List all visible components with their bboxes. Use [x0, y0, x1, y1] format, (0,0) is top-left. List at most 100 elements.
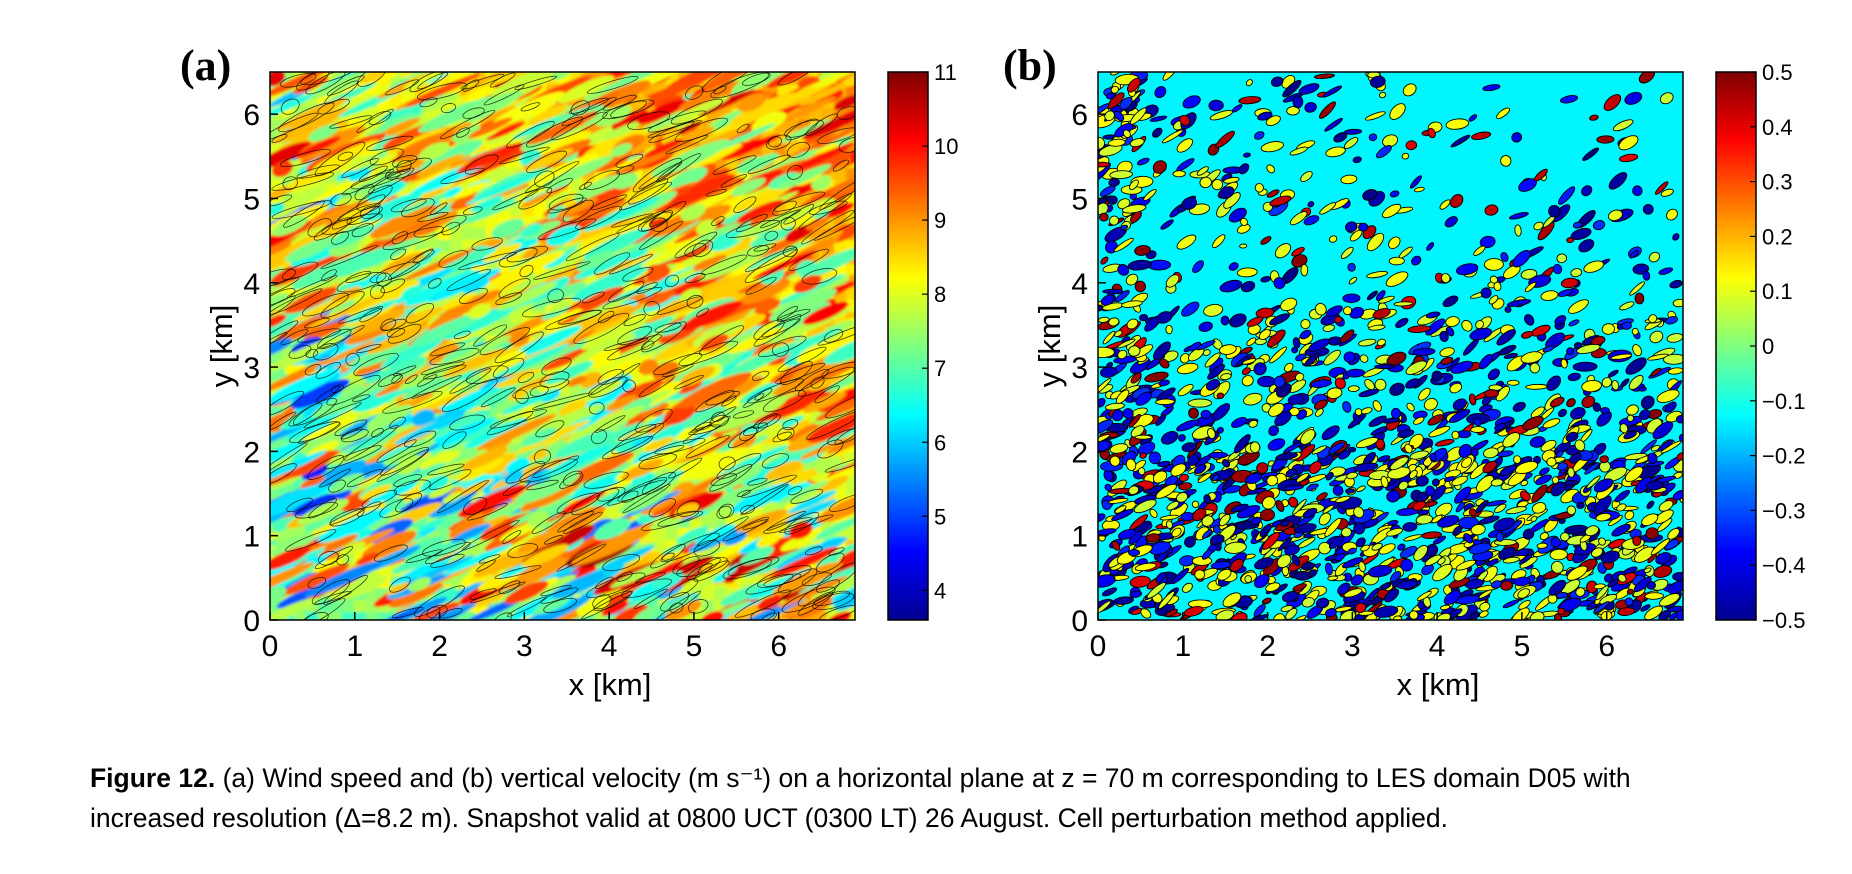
streak [651, 571, 684, 588]
velocity-patch [1572, 361, 1598, 372]
contour-line [344, 424, 399, 461]
streak [380, 338, 443, 369]
contour-line [357, 72, 387, 87]
streak [270, 562, 315, 600]
streak [815, 394, 855, 421]
contour-line [326, 375, 381, 406]
contour-line [505, 461, 546, 484]
contour-line [352, 394, 371, 402]
contour-line [270, 194, 293, 207]
streak [457, 484, 526, 518]
streak [517, 525, 572, 553]
velocity-patch [1660, 188, 1674, 197]
velocity-patch [1099, 185, 1116, 197]
contour-line [814, 385, 840, 404]
contour-line [389, 416, 406, 429]
streak [583, 196, 660, 232]
contour-line [801, 268, 838, 285]
field-cell [846, 336, 855, 349]
velocity-patch [1208, 99, 1224, 112]
contour-line [757, 414, 781, 429]
velocity-patch [1607, 369, 1619, 378]
contour-line [747, 244, 770, 257]
contour-line [386, 168, 411, 179]
contour-line [705, 390, 740, 406]
streak [680, 300, 743, 331]
velocity-patch [1487, 368, 1500, 381]
streak [752, 250, 817, 280]
contour-line [329, 115, 373, 129]
streak [511, 595, 592, 620]
velocity-patch [1667, 367, 1683, 375]
contour-line [423, 364, 467, 380]
field-cell [510, 204, 523, 217]
field-cell [486, 612, 499, 620]
contour-line [686, 294, 704, 309]
streak [551, 572, 605, 599]
contour-line [359, 205, 380, 219]
contour-line [607, 334, 662, 361]
streak [314, 460, 367, 488]
velocity-patch [1228, 262, 1239, 271]
streak [411, 311, 485, 347]
streak [519, 524, 595, 562]
velocity-patch [1435, 502, 1453, 518]
contour-line [417, 82, 468, 101]
contour-line [429, 202, 448, 215]
contour-line [665, 134, 709, 155]
field-cell [330, 612, 343, 620]
streak [826, 431, 855, 455]
streak [336, 170, 357, 181]
contour-line [650, 217, 668, 233]
contour-line [603, 337, 649, 351]
velocity-patch [1239, 243, 1248, 249]
streak [321, 340, 377, 366]
contour-line [324, 80, 359, 105]
velocity-patch [1614, 489, 1630, 503]
streak [651, 139, 730, 177]
velocity-patch [1626, 404, 1639, 416]
contour-line [727, 556, 780, 576]
contour-line [438, 250, 469, 268]
contour-line [427, 463, 465, 476]
contour-line [392, 365, 417, 377]
contour-line [396, 159, 412, 173]
contour-line [405, 549, 443, 564]
contour-line [638, 375, 675, 398]
velocity-patch [1533, 221, 1544, 231]
contour-line [602, 554, 641, 572]
streak [448, 335, 512, 365]
streak [478, 105, 516, 124]
field-cell [846, 192, 855, 205]
contour-line [673, 374, 705, 390]
contour-line [453, 330, 471, 339]
velocity-patch [1257, 375, 1276, 388]
contour-line [492, 189, 539, 211]
contour-line [403, 430, 437, 448]
contour-line [692, 239, 714, 258]
contour-line [693, 539, 721, 557]
streak [378, 117, 421, 139]
contour-line [622, 267, 654, 282]
contour-line [539, 371, 570, 388]
contour-line [785, 118, 819, 141]
contour-line [506, 596, 547, 617]
contour-line [462, 107, 485, 119]
streak [510, 325, 582, 359]
contour-line [742, 519, 769, 530]
contour-line [391, 607, 424, 619]
contour-line [514, 389, 529, 404]
contour-line [761, 453, 789, 469]
contour-line [776, 305, 799, 321]
streak [465, 171, 541, 205]
contour-line [288, 402, 323, 427]
contour-line [588, 401, 605, 415]
contour-line [440, 167, 485, 185]
streak [796, 341, 837, 364]
streak [394, 413, 463, 445]
streak [817, 475, 849, 493]
streak [270, 293, 289, 311]
velocity-patch [1482, 84, 1501, 92]
contour-line [382, 226, 444, 251]
